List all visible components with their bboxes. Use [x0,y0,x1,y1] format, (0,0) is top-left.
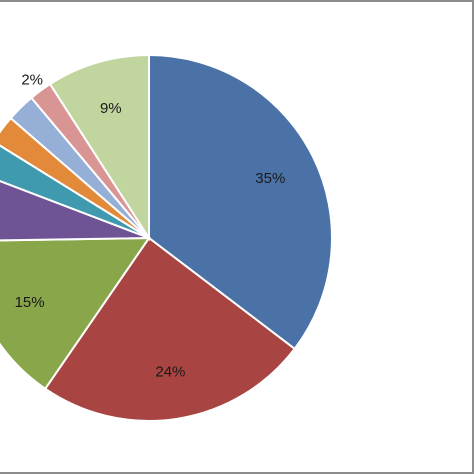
pie-slice-3 [0,236,151,391]
slice-label-1: 35% [255,170,285,187]
slice-label-8: 2% [21,71,43,88]
pie-labels: 35% 24% 15% 2% 9% [15,71,286,380]
pie-slices [0,53,333,422]
pie-slice-2 [43,236,297,422]
pie-slice-1 [148,53,333,351]
slice-label-2: 24% [155,364,185,381]
pie-slice-9 [48,53,150,242]
slice-label-3: 15% [15,294,45,311]
slice-label-9: 9% [100,100,122,117]
